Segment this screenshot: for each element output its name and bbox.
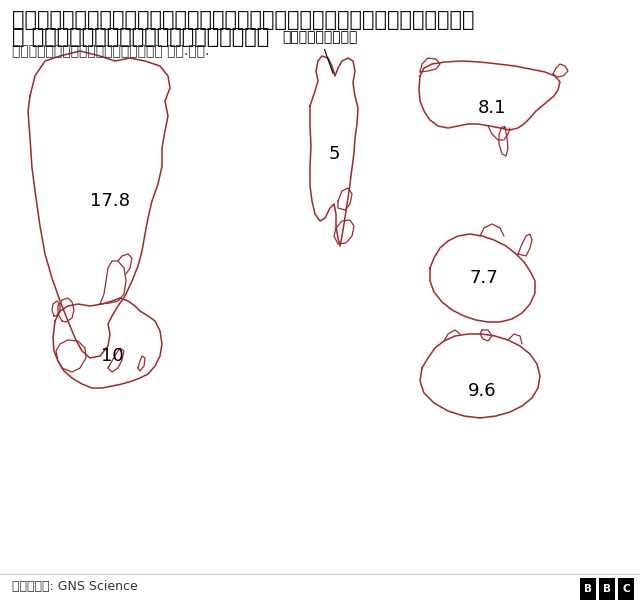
Text: 8.1: 8.1	[477, 99, 506, 117]
FancyBboxPatch shape	[580, 578, 596, 600]
FancyBboxPatch shape	[618, 578, 634, 600]
Text: ๆ ที่ขนาดใกล้เคียงกัน: ๆ ที่ขนาดใกล้เคียงกัน	[12, 27, 269, 47]
Text: B: B	[584, 584, 592, 594]
Text: ที่มา: GNS Science: ที่มา: GNS Science	[12, 580, 138, 593]
Text: 7.7: 7.7	[470, 269, 499, 287]
Text: 17.8: 17.8	[90, 192, 130, 210]
Text: 9.6: 9.6	[468, 382, 496, 400]
Text: C: C	[622, 584, 630, 594]
Text: ซีแลนเดีย: ซีแลนเดีย	[282, 30, 358, 73]
Text: 10: 10	[100, 347, 124, 365]
Text: เทียบซีแลนเดียกับประเทศและภูมิภาคอื่น: เทียบซีแลนเดียกับประเทศและภูมิภาคอื่น	[12, 10, 474, 30]
FancyBboxPatch shape	[599, 578, 615, 600]
Text: ขนาดพื้นที่คูณล้าน ตร.กม.: ขนาดพื้นที่คูณล้าน ตร.กม.	[12, 44, 209, 58]
Text: B: B	[603, 584, 611, 594]
Text: 5: 5	[328, 145, 340, 163]
